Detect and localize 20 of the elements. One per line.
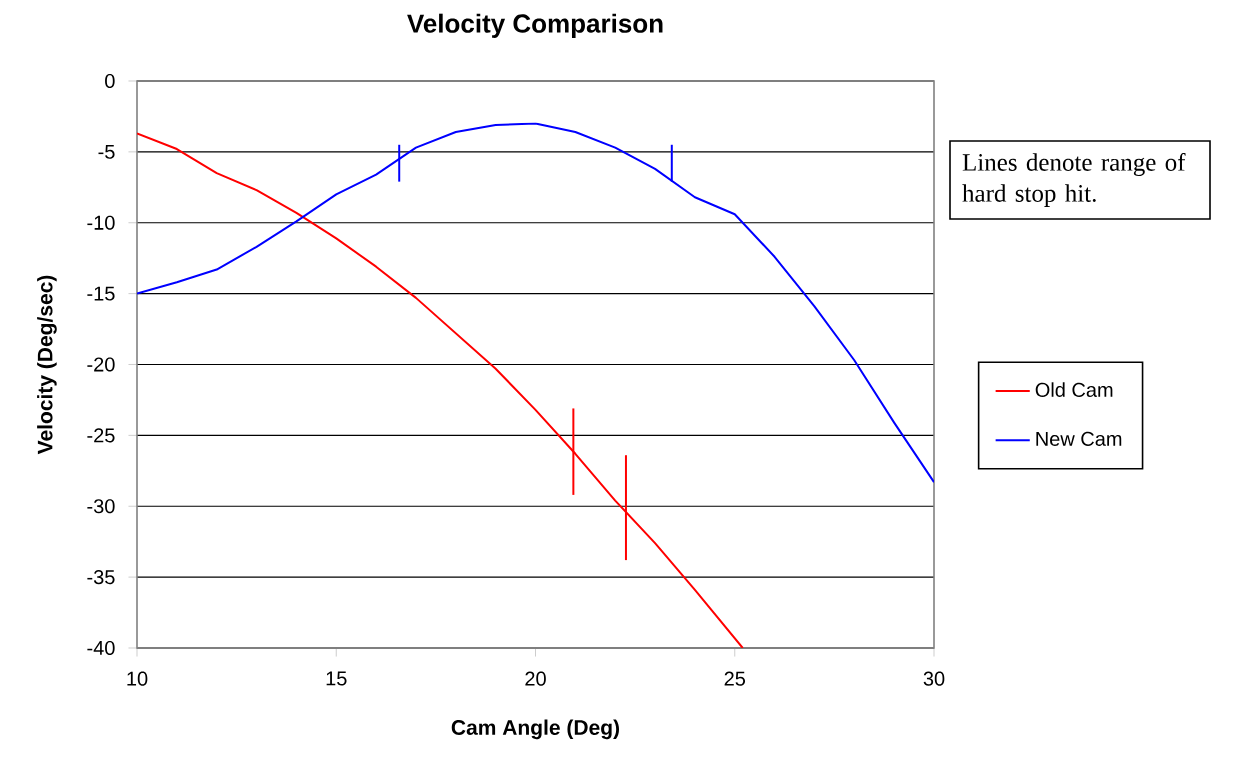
x-tick-label: 10 — [127, 671, 148, 686]
x-tick-label: 20 — [525, 671, 546, 686]
chart-title: Velocity Comparison — [407, 13, 663, 38]
y-tick-label: -5 — [98, 144, 115, 159]
y-tick-label: -20 — [87, 357, 115, 372]
y-tick-label: -15 — [87, 286, 115, 301]
y-tick-label: 0 — [105, 73, 115, 89]
x-tick-label: 15 — [326, 671, 347, 686]
y-tick-label: -30 — [87, 499, 115, 514]
x-axis-title: Cam Angle (Deg) — [451, 719, 619, 740]
y-tick-label: -25 — [87, 428, 115, 443]
x-tick-label: 30 — [923, 671, 945, 686]
legend-label: Old Cam — [1035, 382, 1113, 397]
y-tick-label: -35 — [87, 570, 115, 585]
y-tick-label: -10 — [87, 215, 115, 230]
y-tick-label: -40 — [87, 640, 115, 656]
legend-label: New Cam — [1036, 431, 1122, 446]
y-axis-title: Velocity (Deg/sec) — [37, 275, 57, 455]
x-tick-label: 25 — [724, 671, 746, 686]
text: Lines denote range of hard stop hit. — [962, 153, 1186, 207]
